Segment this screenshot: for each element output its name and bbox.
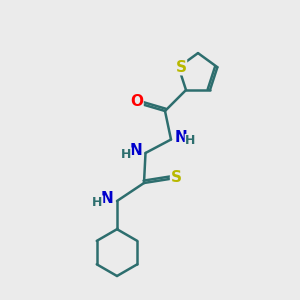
Text: S: S	[171, 169, 182, 184]
Text: H: H	[92, 196, 103, 209]
Text: N: N	[130, 143, 142, 158]
Text: H: H	[121, 148, 131, 161]
Text: S: S	[176, 60, 187, 75]
Text: N: N	[101, 191, 114, 206]
Text: H: H	[185, 134, 196, 148]
Text: N: N	[174, 130, 187, 145]
Text: O: O	[130, 94, 143, 110]
